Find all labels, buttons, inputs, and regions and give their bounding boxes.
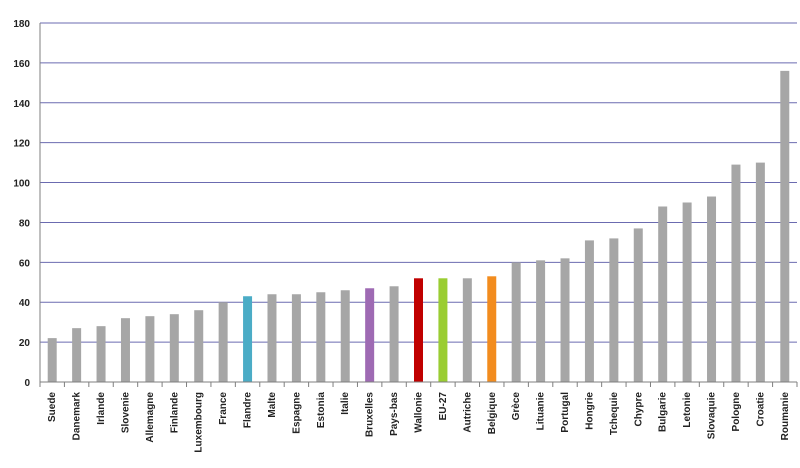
bar-hongrie [584, 240, 594, 382]
x-category-label: Wallonie [414, 392, 425, 433]
bar-luxembourg [194, 310, 204, 382]
bar-bruxelles [365, 288, 375, 382]
bar-croatie [755, 162, 765, 382]
y-tick-label: 160 [13, 59, 30, 70]
x-category-label: Pologne [731, 392, 742, 432]
bar-france [218, 302, 228, 382]
bar-tchequie [609, 238, 619, 382]
y-tick-label: 100 [13, 179, 30, 190]
x-axis-category-labels: Suede Danemark Irlande Slovenie Allemagne Fin… [47, 392, 791, 453]
y-axis-tick-labels: 0 20 40 60 80 100 120 140 160 180 [13, 19, 30, 389]
bar-belgique [487, 276, 497, 382]
bar-suede [47, 338, 57, 382]
x-category-label: Italie [340, 392, 351, 415]
bar-slovaquie [707, 196, 717, 382]
bars [47, 70, 790, 382]
x-category-label: Bulgarie [658, 392, 669, 432]
bar-pays-bas [389, 286, 399, 382]
x-axis [39, 23, 798, 387]
bar-gr-ce [511, 262, 521, 382]
x-category-label: Portugal [560, 392, 571, 433]
y-tick-label: 0 [24, 378, 30, 389]
bar-chypre [633, 228, 643, 382]
y-tick-label: 60 [19, 258, 31, 269]
y-tick-label: 80 [19, 218, 31, 229]
x-category-label: Letonie [682, 392, 693, 428]
x-category-label: Bruxelles [365, 392, 376, 437]
x-category-label: Allemagne [145, 392, 156, 443]
x-category-label: Luxembourg [194, 392, 205, 453]
bar-lituanie [536, 260, 546, 382]
x-category-label: Suede [47, 392, 58, 422]
gridlines [40, 22, 797, 343]
bar-espagne [291, 294, 301, 382]
x-category-label: Roumanie [780, 392, 791, 441]
bar-portugal [560, 258, 570, 382]
bar-finlande [169, 314, 179, 382]
y-tick-label: 20 [19, 338, 31, 349]
x-category-label: Grèce [511, 392, 522, 421]
bar-danemark [72, 328, 82, 382]
x-category-label: Belgique [487, 392, 498, 435]
x-category-label: Irlande [96, 392, 107, 425]
x-category-label: Pays-bas [389, 392, 400, 436]
x-category-label: Chypre [633, 392, 644, 427]
bar-autriche [462, 278, 472, 382]
x-category-label: Croatie [755, 392, 766, 427]
x-category-label: Hongrie [584, 392, 595, 430]
x-category-label: Autriche [462, 392, 473, 433]
y-tick-label: 140 [13, 99, 30, 110]
x-category-label: Danemark [72, 392, 83, 441]
bar-eu-27 [438, 278, 448, 382]
x-category-label: France [218, 392, 229, 425]
x-category-label: Slovenie [120, 392, 131, 434]
x-category-label: EU-27 [438, 392, 449, 421]
x-category-label: Slovaquie [707, 392, 718, 440]
x-category-label: Tchequie [609, 392, 620, 436]
x-category-label: Espagne [291, 392, 302, 434]
y-tick-label: 180 [13, 19, 30, 30]
x-category-label: Finlande [169, 392, 180, 434]
bar-wallonie [414, 278, 423, 382]
bar-estonia [316, 292, 326, 382]
x-category-label: Lituanie [536, 392, 547, 431]
bar-bulgarie [658, 206, 668, 382]
x-category-label: Malte [267, 392, 278, 418]
bar-pologne [731, 164, 741, 382]
bar-allemagne [145, 316, 155, 382]
bar-malte [267, 294, 277, 382]
bar-letonie [682, 202, 692, 382]
bar-slovenie [120, 318, 130, 382]
bar-flandre [243, 296, 253, 382]
x-category-label: Flandre [243, 392, 254, 429]
bar-irlande [96, 326, 106, 382]
y-tick-label: 40 [19, 298, 31, 309]
y-tick-label: 120 [13, 139, 30, 150]
bar-italie [340, 290, 350, 382]
bar-roumanie [780, 70, 790, 382]
x-category-label: Estonia [316, 392, 327, 429]
